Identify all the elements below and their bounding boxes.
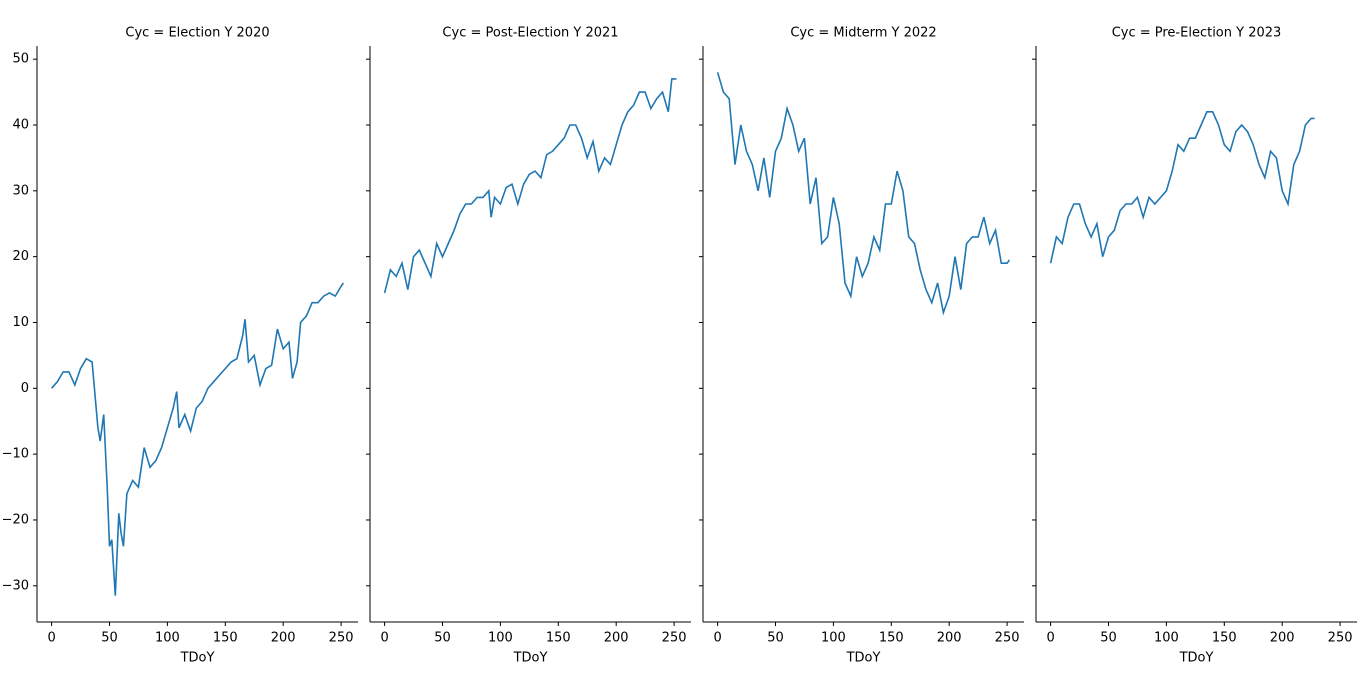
x-tick-label: 100 [488, 631, 513, 646]
y-tick-label: −30 [2, 578, 29, 593]
x-tick-label: 100 [1154, 631, 1179, 646]
x-tick-label: 200 [271, 631, 296, 646]
x-tick-label: 50 [767, 631, 784, 646]
x-tick-label: 100 [155, 631, 180, 646]
x-axis-label: TDoY [846, 651, 881, 666]
y-tick-label: 10 [12, 315, 29, 330]
x-tick-label: 0 [713, 631, 721, 646]
x-tick-label: 0 [1046, 631, 1054, 646]
line-series [50, 282, 345, 596]
x-tick-label: 250 [1328, 631, 1353, 646]
x-axis-label: TDoY [513, 651, 548, 666]
x-tick-label: 250 [329, 631, 354, 646]
x-tick-label: 250 [662, 631, 687, 646]
x-tick-label: 200 [1270, 631, 1295, 646]
y-tick-label: 40 [12, 117, 29, 132]
x-tick-label: 150 [1212, 631, 1237, 646]
x-tick-label: 150 [879, 631, 904, 646]
y-tick-label: 0 [21, 381, 29, 396]
x-tick-label: 50 [1100, 631, 1117, 646]
x-tick-label: 50 [434, 631, 451, 646]
x-tick-label: 150 [213, 631, 238, 646]
panel-title: Cyc = Election Y 2020 [125, 26, 269, 41]
y-tick-label: −10 [2, 447, 29, 462]
x-axis-label: TDoY [180, 651, 215, 666]
x-tick-label: 0 [380, 631, 388, 646]
x-tick-label: 250 [995, 631, 1020, 646]
line-series [1049, 111, 1315, 264]
line-series [383, 78, 677, 294]
panel-title: Cyc = Pre-Election Y 2023 [1112, 26, 1282, 41]
y-tick-label: 30 [12, 183, 29, 198]
y-tick-label: 20 [12, 249, 29, 264]
x-tick-label: 200 [604, 631, 629, 646]
x-tick-label: 0 [47, 631, 55, 646]
panel-title: Cyc = Post-Election Y 2021 [442, 26, 618, 41]
x-tick-label: 50 [101, 631, 118, 646]
x-tick-label: 200 [937, 631, 962, 646]
y-tick-label: 50 [12, 52, 29, 67]
x-tick-label: 100 [821, 631, 846, 646]
line-series [716, 72, 1011, 316]
x-tick-label: 150 [546, 631, 571, 646]
y-tick-label: −20 [2, 512, 29, 527]
x-axis-label: TDoY [1179, 651, 1214, 666]
panel-title: Cyc = Midterm Y 2022 [790, 26, 936, 41]
